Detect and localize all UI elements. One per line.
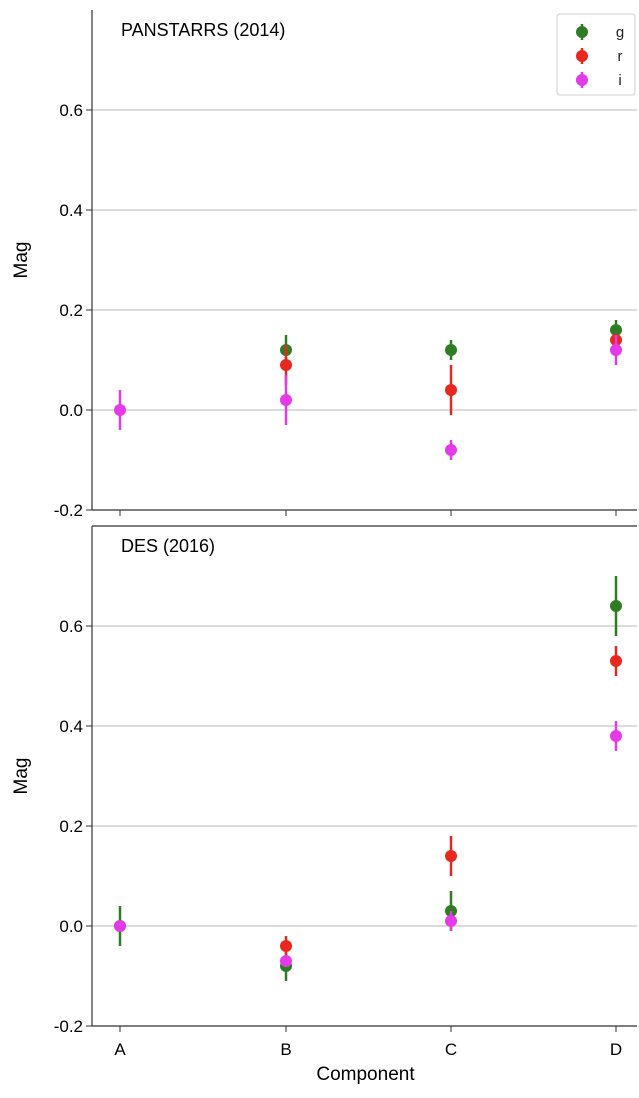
legend-label: r xyxy=(618,48,623,65)
panel-1: -0.2 0.0 0.2 0.4 0.6 Mag PANSTARRS (2014) gri xyxy=(11,10,637,520)
y-axis-label: Mag xyxy=(11,758,32,795)
marker xyxy=(280,955,292,967)
legend-label: g xyxy=(616,24,624,41)
data-point-r-D xyxy=(610,646,622,676)
data-point-g-D xyxy=(610,576,622,636)
data-point-i-D xyxy=(610,335,622,365)
marker xyxy=(445,344,457,356)
marker xyxy=(610,730,622,742)
marker xyxy=(445,384,457,396)
legend-marker xyxy=(576,26,588,38)
legend-entry-g: g xyxy=(576,24,624,41)
x-tick-label: C xyxy=(445,1040,457,1059)
marker xyxy=(445,850,457,862)
y-tick-label: -0.2 xyxy=(54,1017,83,1036)
y-tick-label: 0.2 xyxy=(59,817,83,836)
data-point-i-A xyxy=(114,920,126,932)
data-point-i-D xyxy=(610,721,622,751)
x-tick-label: A xyxy=(114,1040,126,1059)
marker xyxy=(610,655,622,667)
data-point-i-B xyxy=(280,955,292,967)
y-axis-label: Mag xyxy=(11,242,32,279)
marker xyxy=(610,344,622,356)
y-tick-label: 0.4 xyxy=(59,201,83,220)
panel-title: DES (2016) xyxy=(121,536,215,556)
y-tick-label: 0.2 xyxy=(59,301,83,320)
data-point-i-C xyxy=(445,911,457,931)
data-point-i-A xyxy=(114,390,126,430)
legend-marker xyxy=(576,50,588,62)
data-point-r-B xyxy=(280,936,292,956)
data-point-r-C xyxy=(445,836,457,876)
marker xyxy=(610,600,622,612)
marker xyxy=(114,404,126,416)
marker xyxy=(280,359,292,371)
y-tick-label: 0.0 xyxy=(59,917,83,936)
data-point-i-B xyxy=(280,375,292,425)
marker xyxy=(280,940,292,952)
legend-entry-r: r xyxy=(576,48,623,65)
marker xyxy=(445,915,457,927)
marker xyxy=(280,394,292,406)
panel-2: -0.2 0.0 0.2 0.4 0.6 A B C D Mag Component DES (201… xyxy=(11,525,637,1085)
panel-title: PANSTARRS (2014) xyxy=(121,20,285,40)
data-point-r-C xyxy=(445,365,457,415)
y-tick-label: 0.6 xyxy=(59,101,83,120)
legend-label: i xyxy=(618,72,621,89)
x-tick-label: D xyxy=(610,1040,622,1059)
x-axis-label: Component xyxy=(316,1064,415,1085)
legend-entry-i: i xyxy=(576,72,622,89)
marker xyxy=(610,324,622,336)
x-tick-label: B xyxy=(280,1040,291,1059)
marker xyxy=(114,920,126,932)
y-tick-label: 0.4 xyxy=(59,717,83,736)
y-tick-label: 0.0 xyxy=(59,401,83,420)
y-tick-label: 0.6 xyxy=(59,617,83,636)
marker xyxy=(445,444,457,456)
y-tick-label: -0.2 xyxy=(54,501,83,520)
legend-marker xyxy=(576,74,588,86)
data-point-g-C xyxy=(445,340,457,360)
legend: gri xyxy=(556,13,636,96)
data-point-i-C xyxy=(445,440,457,460)
